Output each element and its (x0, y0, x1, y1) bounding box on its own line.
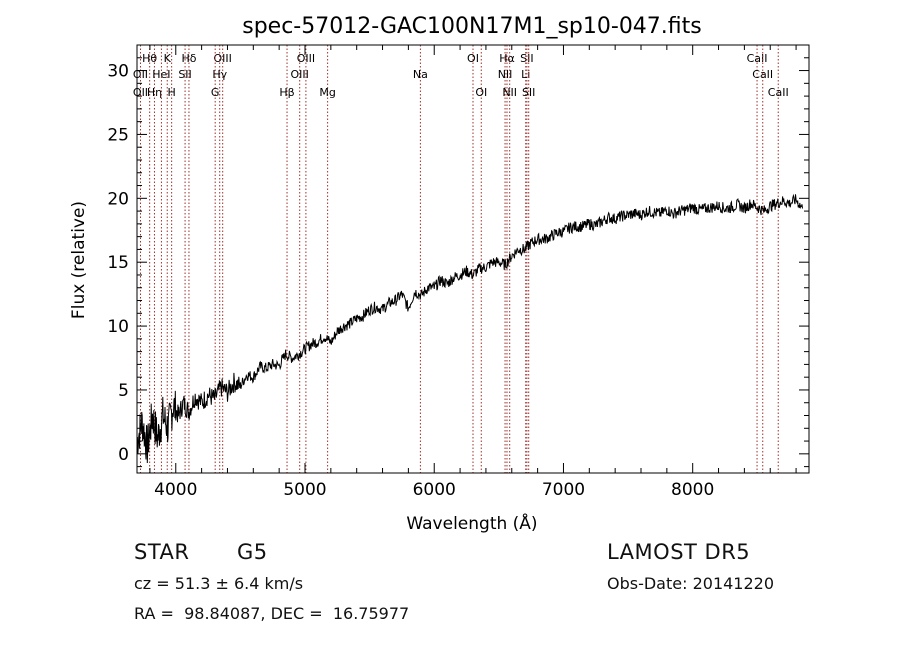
line-label: SII (520, 52, 533, 65)
redshift-velocity: cz = 51.3 ± 6.4 km/s (134, 574, 304, 593)
line-label: NII (502, 86, 517, 99)
x-tick-label: 5000 (283, 480, 326, 500)
y-tick-label: 20 (107, 189, 129, 209)
y-tick-label: 15 (107, 253, 129, 273)
line-label: SII (522, 86, 535, 99)
line-label: OIII (291, 68, 309, 81)
line-label: NII (498, 68, 513, 81)
y-axis-label: Flux (relative) (69, 201, 89, 319)
plot-frame (136, 44, 810, 474)
line-label: HeI (152, 68, 170, 81)
line-label: Hβ (279, 86, 294, 99)
x-tick-label: 7000 (542, 480, 585, 500)
line-label: K (164, 52, 172, 65)
line-label: Li (521, 68, 530, 81)
x-tick-label: 4000 (154, 480, 197, 500)
object-type: STAR (134, 540, 190, 564)
y-tick-label: 10 (107, 317, 129, 337)
line-label: OII (133, 86, 148, 99)
subclass: G5 (237, 540, 268, 564)
x-tick-label: 6000 (413, 480, 456, 500)
line-label: G (211, 86, 220, 99)
line-label: CaII (752, 68, 773, 81)
y-axis: 0 5 10 15 20 25 30 (107, 57, 809, 468)
y-tick-label: 25 (107, 125, 129, 145)
y-tick-label: 5 (118, 381, 129, 401)
x-tick-label: 8000 (671, 480, 714, 500)
survey-name: LAMOST DR5 (607, 540, 751, 564)
line-label: OI (475, 86, 487, 99)
line-label: CaII (747, 52, 768, 65)
y-tick-label: 30 (107, 62, 129, 82)
line-label: Mg (319, 86, 335, 99)
line-label: Hδ (181, 52, 196, 65)
observation-date: Obs-Date: 20141220 (607, 574, 775, 593)
line-label: Hγ (212, 68, 227, 81)
line-label: OIII (297, 52, 315, 65)
y-tick-label: 0 (118, 445, 129, 465)
line-label: OI (467, 52, 479, 65)
x-axis-label: Wavelength (Å) (406, 512, 537, 534)
line-label: Na (413, 68, 428, 81)
chart-title: spec-57012-GAC100N17M1_sp10-047.fits (242, 14, 702, 39)
coordinates: RA = 98.84087, DEC = 16.75977 (134, 604, 410, 623)
line-label: Hθ (142, 52, 157, 65)
line-label: OIII (213, 52, 231, 65)
line-label: CaII (768, 86, 789, 99)
line-label: Hα (499, 52, 515, 65)
x-axis: 4000 5000 6000 7000 8000 (149, 45, 797, 500)
line-label: H (167, 86, 175, 99)
line-label: SII (178, 68, 191, 81)
spectrum-line (136, 193, 803, 464)
line-label: Hη (147, 86, 162, 99)
